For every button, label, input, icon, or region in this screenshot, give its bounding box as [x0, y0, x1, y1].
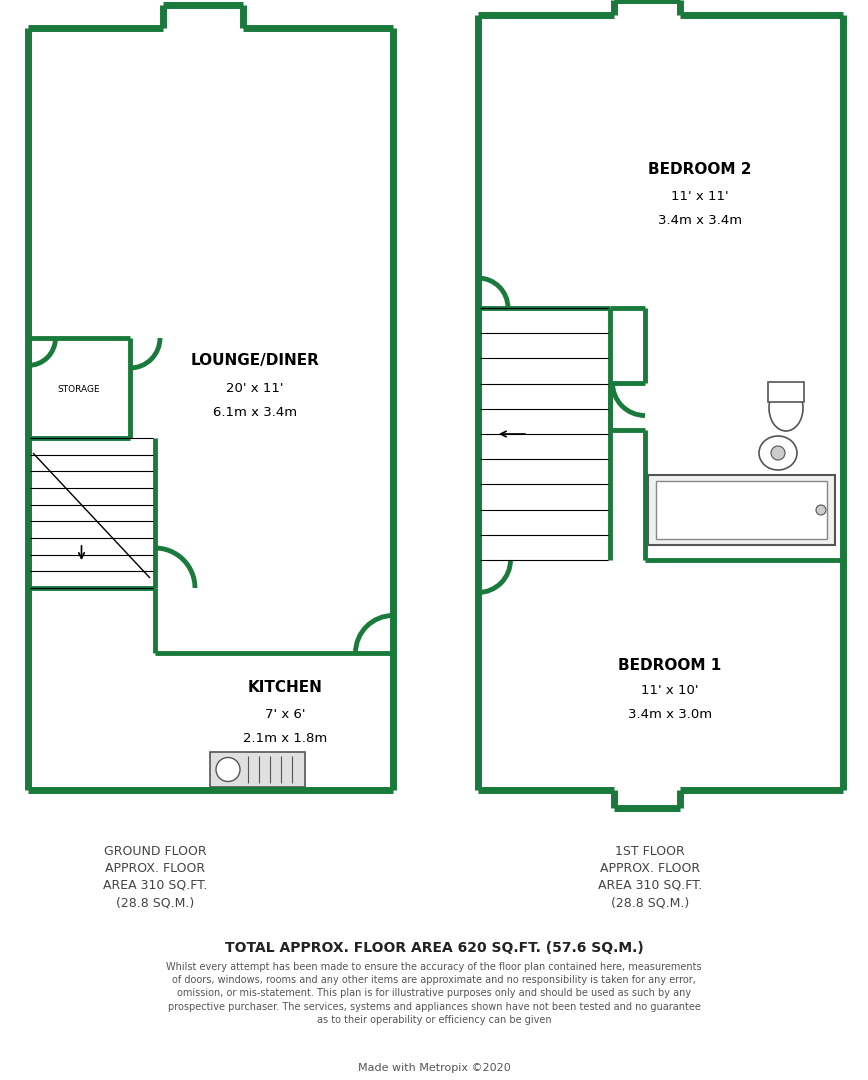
- Text: 20' x 11': 20' x 11': [227, 381, 284, 394]
- Text: 7' x 6': 7' x 6': [265, 707, 306, 720]
- Text: 1ST FLOOR
APPROX. FLOOR
AREA 310 SQ.FT.
(28.8 SQ.M.): 1ST FLOOR APPROX. FLOOR AREA 310 SQ.FT. …: [598, 845, 702, 909]
- Bar: [656, 481, 827, 539]
- Text: LOUNGE/DINER: LOUNGE/DINER: [191, 352, 319, 367]
- Text: Whilst every attempt has been made to ensure the accuracy of the floor plan cont: Whilst every attempt has been made to en…: [166, 962, 702, 1025]
- Text: 3.4m x 3.4m: 3.4m x 3.4m: [658, 214, 742, 227]
- Text: TOTAL APPROX. FLOOR AREA 620 SQ.FT. (57.6 SQ.M.): TOTAL APPROX. FLOOR AREA 620 SQ.FT. (57.…: [225, 941, 643, 955]
- Text: BEDROOM 1: BEDROOM 1: [618, 658, 721, 673]
- Text: 11' x 10': 11' x 10': [641, 685, 699, 698]
- Text: 11' x 11': 11' x 11': [671, 189, 729, 203]
- Ellipse shape: [769, 384, 803, 431]
- Circle shape: [816, 505, 826, 515]
- Text: 3.4m x 3.0m: 3.4m x 3.0m: [628, 708, 712, 721]
- Circle shape: [216, 757, 240, 782]
- Text: KITCHEN: KITCHEN: [247, 680, 322, 696]
- Text: 2.1m x 1.8m: 2.1m x 1.8m: [243, 731, 327, 744]
- Bar: [768, 382, 804, 402]
- Ellipse shape: [759, 436, 797, 470]
- Circle shape: [771, 446, 785, 460]
- Bar: [210, 752, 305, 787]
- Text: GROUND FLOOR
APPROX. FLOOR
AREA 310 SQ.FT.
(28.8 SQ.M.): GROUND FLOOR APPROX. FLOOR AREA 310 SQ.F…: [102, 845, 207, 909]
- Text: 6.1m x 3.4m: 6.1m x 3.4m: [213, 405, 297, 418]
- Text: BEDROOM 2: BEDROOM 2: [648, 162, 752, 177]
- Text: Made with Metropix ©2020: Made with Metropix ©2020: [358, 1063, 510, 1074]
- Text: STORAGE: STORAGE: [57, 386, 101, 394]
- Bar: [648, 475, 835, 545]
